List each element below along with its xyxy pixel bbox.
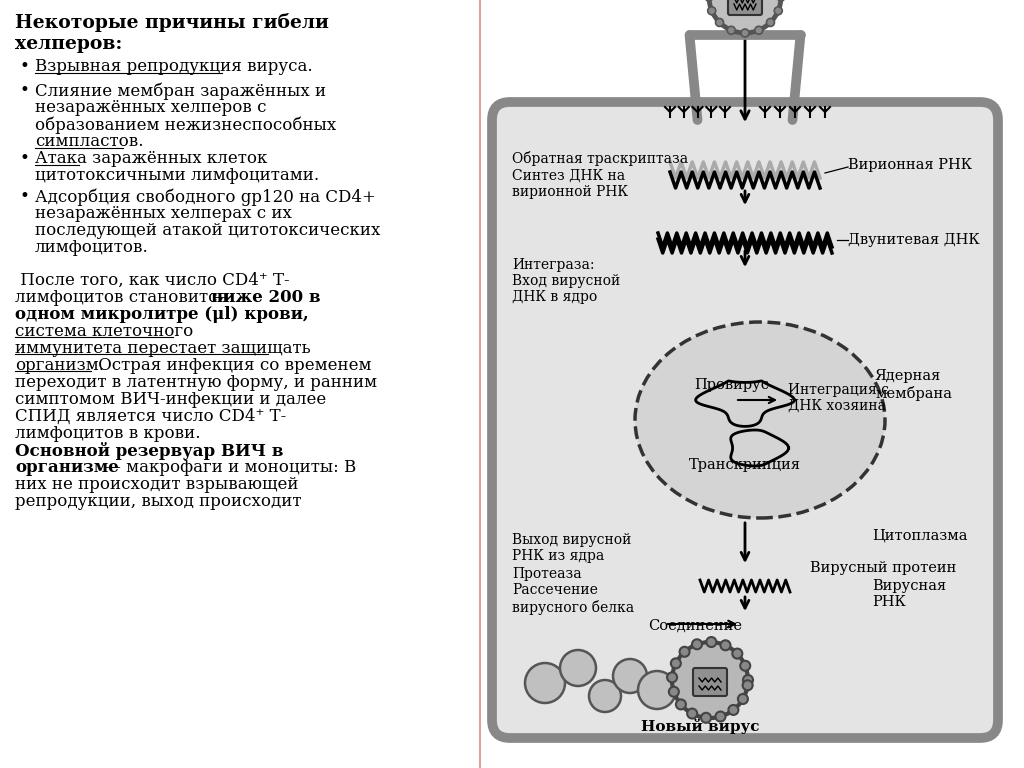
Text: — макрофаги и моноциты: В: — макрофаги и моноциты: В <box>99 459 356 476</box>
Text: Обратная траскриптаза
Синтез ДНК на
вирионной РНК: Обратная траскриптаза Синтез ДНК на вири… <box>512 151 688 199</box>
Text: Острая инфекция со временем: Острая инфекция со временем <box>93 357 372 374</box>
Circle shape <box>755 26 763 35</box>
Circle shape <box>669 687 679 697</box>
Text: Основной резервуар ВИЧ в: Основной резервуар ВИЧ в <box>15 442 284 460</box>
Text: иммунитета перестает защищать: иммунитета перестает защищать <box>15 340 310 357</box>
Circle shape <box>680 647 689 657</box>
Text: цитотоксичными лимфоцитами.: цитотоксичными лимфоцитами. <box>35 167 319 184</box>
Circle shape <box>676 700 686 710</box>
Text: хелперов:: хелперов: <box>15 35 123 53</box>
Circle shape <box>732 649 742 659</box>
Text: организме: организме <box>15 459 119 476</box>
Text: Атака заражённых клеток: Атака заражённых клеток <box>35 150 267 167</box>
Text: Слияние мембран заражённых и: Слияние мембран заражённых и <box>35 82 326 100</box>
FancyBboxPatch shape <box>693 668 727 696</box>
Text: Вирусная
РНК: Вирусная РНК <box>872 579 946 609</box>
Circle shape <box>671 658 681 668</box>
Text: Транскрипция: Транскрипция <box>689 458 801 472</box>
Text: лимфоцитов становится: лимфоцитов становится <box>15 289 233 306</box>
Text: Провирус: Провирус <box>694 378 769 392</box>
Circle shape <box>613 659 647 693</box>
Ellipse shape <box>635 322 885 518</box>
Text: Адсорбция свободного gp120 на CD4+: Адсорбция свободного gp120 на CD4+ <box>35 188 376 206</box>
Text: СПИД является число CD4⁺ Т-: СПИД является число CD4⁺ Т- <box>15 408 287 425</box>
Text: Цитоплазма: Цитоплазма <box>872 529 968 543</box>
Text: незаражённых хелперов с: незаражённых хелперов с <box>35 99 266 116</box>
Text: последующей атакой цитотоксических: последующей атакой цитотоксических <box>35 222 380 239</box>
Text: Интеграция с
ДНК хозяина: Интеграция с ДНК хозяина <box>788 383 889 413</box>
Circle shape <box>589 680 621 712</box>
Text: Взрывная репродукция вируса.: Взрывная репродукция вируса. <box>35 58 312 75</box>
Circle shape <box>705 0 713 1</box>
Text: Соединение: Соединение <box>648 619 742 633</box>
Text: Ядерная
мембрана: Ядерная мембрана <box>874 369 952 401</box>
FancyBboxPatch shape <box>728 0 762 15</box>
Circle shape <box>743 675 753 685</box>
Text: Выход вирусной
РНК из ядра: Выход вирусной РНК из ядра <box>512 533 632 563</box>
Text: образованием нежизнеспособных: образованием нежизнеспособных <box>35 116 336 134</box>
Circle shape <box>708 7 716 15</box>
Circle shape <box>728 705 738 715</box>
Circle shape <box>692 639 702 649</box>
Text: Двунитевая ДНК: Двунитевая ДНК <box>848 233 980 247</box>
Text: После того, как число CD4⁺ Т-: После того, как число CD4⁺ Т- <box>15 272 290 289</box>
Circle shape <box>738 694 748 704</box>
Circle shape <box>638 671 676 709</box>
Circle shape <box>701 713 711 723</box>
Circle shape <box>742 680 753 690</box>
Text: Вирионная РНК: Вирионная РНК <box>848 158 972 172</box>
Circle shape <box>667 672 677 682</box>
Text: •: • <box>20 150 30 167</box>
Text: •: • <box>20 188 30 205</box>
Circle shape <box>716 18 724 26</box>
Circle shape <box>687 709 697 719</box>
Text: незаражённых хелперах с их: незаражённых хелперах с их <box>35 205 292 222</box>
Text: •: • <box>20 58 30 75</box>
FancyBboxPatch shape <box>492 102 998 738</box>
Circle shape <box>560 650 596 686</box>
Text: Интеграза:
Вход вирусной
ДНК в ядро: Интеграза: Вход вирусной ДНК в ядро <box>512 258 621 304</box>
Circle shape <box>741 29 749 37</box>
Circle shape <box>721 641 730 650</box>
Text: симптомом ВИЧ-инфекции и далее: симптомом ВИЧ-инфекции и далее <box>15 391 327 408</box>
Text: них не происходит взрывающей: них не происходит взрывающей <box>15 476 299 493</box>
Text: переходит в латентную форму, и ранним: переходит в латентную форму, и ранним <box>15 374 377 391</box>
Circle shape <box>774 7 782 15</box>
Circle shape <box>766 18 774 26</box>
Circle shape <box>716 711 725 721</box>
Text: симпластов.: симпластов. <box>35 133 143 150</box>
Text: Некоторые причины гибели: Некоторые причины гибели <box>15 13 329 32</box>
Text: одном микролитре (μl) крови,: одном микролитре (μl) крови, <box>15 306 309 323</box>
Circle shape <box>727 26 735 35</box>
Text: лимфоцитов.: лимфоцитов. <box>35 239 148 256</box>
Circle shape <box>709 0 781 33</box>
Circle shape <box>777 0 785 1</box>
Text: Новый вирус: Новый вирус <box>641 718 759 733</box>
Text: Вирусный протеин: Вирусный протеин <box>810 561 956 575</box>
Text: Протеаза
Рассечение
вирусного белка: Протеаза Рассечение вирусного белка <box>512 568 634 615</box>
Circle shape <box>740 660 751 670</box>
Text: организм.: организм. <box>15 357 104 374</box>
Circle shape <box>672 642 748 718</box>
Circle shape <box>525 663 565 703</box>
Text: лимфоцитов в крови.: лимфоцитов в крови. <box>15 425 201 442</box>
Text: ниже 200 в: ниже 200 в <box>211 289 321 306</box>
Text: репродукции, выход происходит: репродукции, выход происходит <box>15 493 301 510</box>
Text: •: • <box>20 82 30 99</box>
Text: система клеточного: система клеточного <box>15 323 194 340</box>
Circle shape <box>707 637 717 647</box>
